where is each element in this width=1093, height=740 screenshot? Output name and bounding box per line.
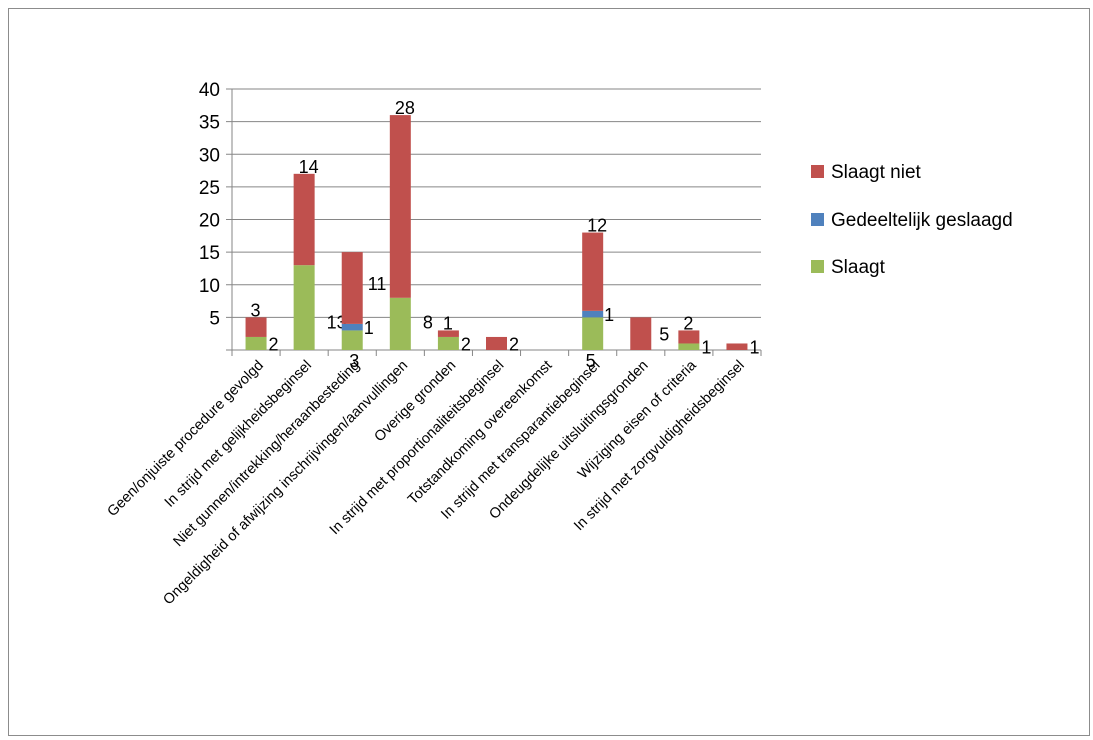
data-label: 2	[509, 334, 519, 354]
bar-segment	[245, 336, 267, 350]
bar-segment	[678, 330, 700, 344]
bar-segment	[389, 115, 411, 298]
chart-frame: 5 10 15 20 25 30 35 40 2 3 13 14 3 1 11 8 28 2 1 2 5 1 12 5 1 2 1 G…	[8, 8, 1090, 736]
bar-segment	[486, 336, 507, 350]
data-label: 1	[749, 338, 759, 358]
data-label: 8	[423, 312, 433, 332]
bar-segment	[341, 330, 363, 350]
data-label: 5	[659, 325, 669, 345]
category-label: In strijd met zorgvuldigheidsbeginsel	[571, 358, 748, 535]
data-label: 2	[461, 334, 471, 354]
legend-label: Slaagt	[831, 257, 886, 278]
bar-segment	[293, 265, 315, 350]
legend-swatch	[811, 165, 824, 178]
y-tick-label: 10	[199, 276, 220, 297]
data-label: 1	[604, 305, 614, 325]
data-label: 28	[395, 98, 415, 118]
legend-swatch	[811, 260, 824, 273]
y-tick-label: 15	[199, 243, 220, 264]
data-label: 13	[327, 312, 347, 332]
stacked-bar-chart: 510152025303540231314311182821251125121G…	[105, 80, 1013, 608]
y-tick-label: 25	[199, 178, 220, 199]
data-label: 2	[269, 334, 279, 354]
legend-label: Slaagt niet	[831, 162, 922, 183]
data-label: 12	[587, 216, 607, 236]
bar-segment	[582, 310, 604, 318]
bar-segment	[582, 232, 604, 311]
data-label: 3	[349, 351, 359, 371]
data-label: 1	[443, 313, 453, 333]
y-tick-label: 30	[199, 145, 220, 166]
bar-segment	[341, 252, 363, 324]
y-tick-label: 35	[199, 113, 220, 134]
bar-segment	[678, 343, 700, 350]
y-tick-label: 40	[199, 80, 220, 101]
y-tick-label: 5	[209, 308, 220, 329]
bar-segment	[293, 173, 315, 266]
bar-segment	[726, 343, 748, 350]
legend-label: Gedeeltelijk geslaagd	[831, 210, 1013, 231]
data-label: 1	[364, 318, 374, 338]
bar-segment	[582, 317, 604, 350]
data-label: 5	[586, 351, 596, 371]
legend-swatch	[811, 213, 824, 226]
data-label: 3	[251, 300, 261, 320]
bar-segment	[630, 317, 652, 350]
bar-segment	[341, 323, 363, 331]
bar-segment	[437, 330, 459, 337]
category-label: Overige gronden	[372, 358, 460, 446]
bar-segment	[389, 297, 411, 350]
data-label: 2	[683, 313, 693, 333]
data-label: 14	[299, 157, 319, 177]
category-label: In strijd met proportionaliteitsbeginsel	[327, 358, 508, 539]
bar-segment	[437, 336, 459, 350]
data-label: 11	[368, 274, 387, 294]
data-label: 1	[701, 338, 711, 358]
bar-segment	[245, 317, 267, 337]
y-tick-label: 20	[199, 211, 220, 232]
